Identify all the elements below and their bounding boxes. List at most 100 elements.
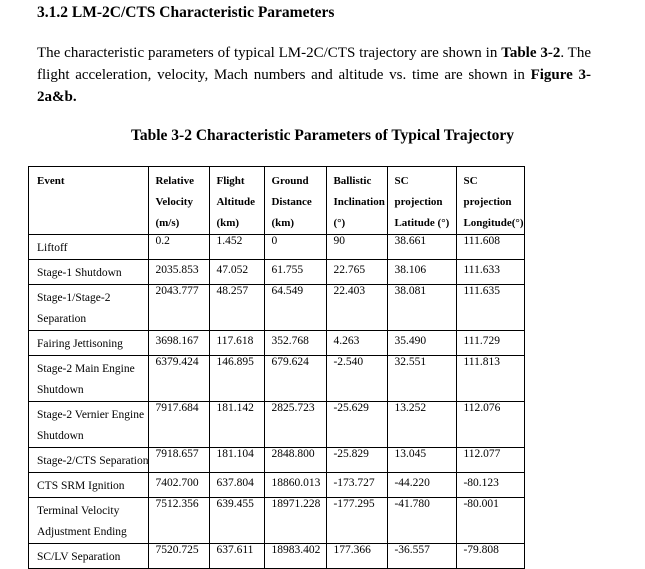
- value-cell: -36.557: [387, 543, 458, 569]
- header-line: Latitude (°): [394, 217, 450, 229]
- value-cell: 177.366: [326, 543, 389, 569]
- column-header: Ballistic Inclination (°): [326, 166, 389, 235]
- table-row: Liftoff 0.2 1.452 0 90 38.661 111.608: [27, 234, 526, 260]
- value-cell: 38.081: [387, 284, 458, 331]
- column-header: SC projection Longitude(°): [456, 166, 526, 235]
- event-cell: Stage-2 Main Engine Shutdown: [27, 355, 150, 402]
- value-cell: 22.765: [326, 259, 389, 285]
- event-line: CTS SRM Ignition: [37, 480, 125, 492]
- value-cell: 2825.723: [264, 401, 328, 448]
- value-cell: 112.076: [456, 401, 526, 448]
- value-cell: 7520.725: [148, 543, 211, 569]
- column-header: Flight Altitude (km): [209, 166, 266, 235]
- table-row: Fairing Jettisoning 3698.167 117.618 352.76…: [27, 330, 526, 356]
- header-line: projection: [394, 196, 443, 208]
- event-cell: Liftoff: [27, 234, 150, 260]
- value-cell: 639.455: [209, 497, 266, 544]
- value-cell: 679.624: [264, 355, 328, 402]
- value-cell: 4.263: [326, 330, 389, 356]
- characteristic-parameters-table: Event Relative Velocity (m/s) Flight Altitude…: [27, 166, 526, 569]
- value-cell: -79.808: [456, 543, 526, 569]
- value-cell: 112.077: [456, 447, 526, 473]
- value-cell: -41.780: [387, 497, 458, 544]
- event-cell: SC/LV Separation: [27, 543, 150, 569]
- value-cell: 117.618: [209, 330, 266, 356]
- header-line: Velocity: [155, 196, 193, 208]
- table-row: Stage-2 Main Engine Shutdown 6379.424 146.8…: [27, 355, 526, 402]
- value-cell: 637.611: [209, 543, 266, 569]
- value-cell: 64.549: [264, 284, 328, 331]
- value-cell: 111.608: [456, 234, 526, 260]
- header-line: Relative: [155, 175, 194, 187]
- value-cell: 38.106: [387, 259, 458, 285]
- column-header: Event: [27, 166, 150, 235]
- header-line: (km): [216, 217, 240, 229]
- value-cell: 181.142: [209, 401, 266, 448]
- value-cell: 35.490: [387, 330, 458, 356]
- value-cell: 3698.167: [148, 330, 211, 356]
- header-line: Altitude: [216, 196, 255, 208]
- value-cell: -44.220: [387, 472, 458, 498]
- header-line: (°): [333, 217, 346, 229]
- event-line: Stage-1 Shutdown: [37, 267, 122, 279]
- event-line: Separation: [37, 313, 87, 325]
- value-cell: 6379.424: [148, 355, 211, 402]
- event-line: Stage-1/Stage-2: [37, 292, 111, 304]
- value-cell: 47.052: [209, 259, 266, 285]
- value-cell: -173.727: [326, 472, 389, 498]
- table-row: Terminal Velocity Adjustment Ending 7512.3…: [27, 497, 526, 544]
- value-cell: 32.551: [387, 355, 458, 402]
- section-heading: 3.1.2 LM-2C/CTS Characteristic Parameter…: [37, 4, 335, 21]
- value-cell: 111.729: [456, 330, 526, 356]
- figure-reference: Figure 3-2a&b.: [37, 67, 591, 105]
- header-line: Inclination: [333, 196, 385, 208]
- table-row: CTS SRM Ignition 7402.700 637.804 18860.013…: [27, 472, 526, 498]
- value-cell: 111.813: [456, 355, 526, 402]
- event-line: Shutdown: [37, 430, 84, 442]
- value-cell: 13.045: [387, 447, 458, 473]
- header-line: (m/s): [155, 217, 180, 229]
- value-cell: -2.540: [326, 355, 389, 402]
- value-cell: 2848.800: [264, 447, 328, 473]
- value-cell: 0.2: [148, 234, 211, 260]
- event-line: Stage-2 Vernier Engine: [37, 409, 145, 421]
- event-cell: Stage-2/CTS Separation: [27, 447, 150, 473]
- value-cell: -80.123: [456, 472, 526, 498]
- header-line: Ground: [271, 175, 309, 187]
- value-cell: 7917.684: [148, 401, 211, 448]
- value-cell: 352.768: [264, 330, 328, 356]
- column-header: Ground Distance (km): [264, 166, 328, 235]
- event-line: Stage-2/CTS Separation: [37, 455, 149, 467]
- event-line: SC/LV Separation: [37, 551, 121, 563]
- column-header: Relative Velocity (m/s): [148, 166, 211, 235]
- event-line: Adjustment Ending: [37, 526, 127, 538]
- value-cell: -177.295: [326, 497, 389, 544]
- value-cell: 61.755: [264, 259, 328, 285]
- value-cell: 0: [264, 234, 328, 260]
- table-header-row: Event Relative Velocity (m/s) Flight Altitude…: [27, 166, 526, 235]
- table-reference: Table 3-2: [501, 45, 561, 61]
- value-cell: 181.104: [209, 447, 266, 473]
- value-cell: 38.661: [387, 234, 458, 260]
- table-row: Stage-1/Stage-2 Separation 2043.777 48.257 6…: [27, 284, 526, 331]
- value-cell: 146.895: [209, 355, 266, 402]
- event-line: Fairing Jettisoning: [37, 338, 123, 350]
- header-line: SC: [394, 175, 409, 187]
- value-cell: 2035.853: [148, 259, 211, 285]
- table-row: Stage-1 Shutdown 2035.853 47.052 61.755 22.7…: [27, 259, 526, 285]
- event-line: Terminal Velocity: [37, 505, 120, 517]
- value-cell: 111.633: [456, 259, 526, 285]
- event-line: Liftoff: [37, 242, 68, 254]
- value-cell: -80.001: [456, 497, 526, 544]
- value-cell: 22.403: [326, 284, 389, 331]
- value-cell: 2043.777: [148, 284, 211, 331]
- event-cell: Stage-1/Stage-2 Separation: [27, 284, 150, 331]
- value-cell: 7918.657: [148, 447, 211, 473]
- value-cell: -25.629: [326, 401, 389, 448]
- value-cell: 18983.402: [264, 543, 328, 569]
- table-row: Stage-2/CTS Separation 7918.657 181.104 284…: [27, 447, 526, 473]
- event-cell: Stage-2 Vernier Engine Shutdown: [27, 401, 150, 448]
- header-line: Longitude(°): [463, 217, 524, 229]
- value-cell: 90: [326, 234, 389, 260]
- table-row: SC/LV Separation 7520.725 637.611 18983.402…: [27, 543, 526, 569]
